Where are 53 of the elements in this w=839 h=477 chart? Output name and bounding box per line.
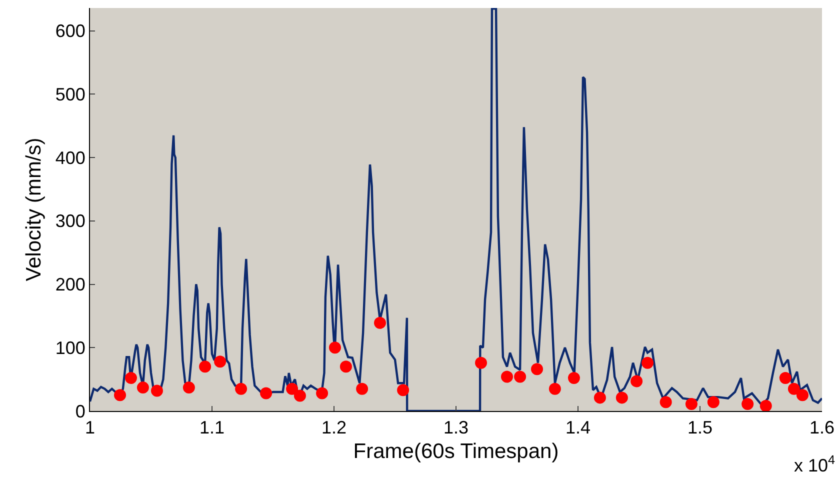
y-tick-label: 100 — [55, 338, 86, 358]
x-tick-label: 1.4 — [565, 418, 591, 438]
point — [150, 384, 163, 397]
point — [707, 396, 720, 408]
point — [475, 356, 488, 369]
x-tick-label: 1 — [84, 418, 96, 438]
point — [514, 370, 526, 383]
point — [136, 382, 149, 394]
x-tick-label: 1.2 — [321, 418, 347, 438]
point — [286, 382, 298, 395]
x-tick-label: 1.1 — [199, 418, 225, 438]
point — [742, 398, 754, 410]
point — [594, 392, 606, 404]
point — [531, 363, 544, 376]
text: x 10$^{4}$ — [794, 453, 836, 476]
point — [294, 390, 306, 402]
point — [788, 382, 800, 395]
point — [760, 400, 772, 412]
point — [779, 372, 792, 384]
point — [548, 382, 561, 395]
y-tick-label: 300 — [55, 211, 86, 232]
point — [182, 382, 195, 394]
y-tick-label: 0 — [75, 401, 86, 422]
line-series — [90, 8, 822, 411]
y-axis-title: Velocity (mm/s) — [22, 138, 46, 282]
point — [260, 387, 272, 400]
point — [124, 372, 137, 384]
point — [616, 392, 628, 404]
point — [374, 316, 386, 329]
x-tick-label: 1.6 — [809, 418, 835, 438]
point — [568, 372, 580, 384]
point — [642, 356, 654, 369]
x-tick-label: 1.3 — [443, 418, 469, 438]
y-tick-label: 500 — [55, 84, 86, 104]
point — [340, 360, 352, 373]
point — [796, 389, 808, 402]
point — [214, 356, 226, 368]
x-tick-label: 1.5 — [687, 418, 713, 438]
x-axis-title: Frame(60s Timespan) — [353, 440, 559, 463]
point — [114, 389, 126, 402]
point — [501, 370, 513, 383]
point — [316, 387, 328, 400]
point — [235, 382, 248, 395]
point — [630, 375, 643, 388]
point — [660, 396, 672, 408]
point — [199, 360, 212, 373]
point — [356, 382, 368, 395]
y-tick-label: 400 — [55, 148, 86, 168]
y-tick-label: 200 — [55, 274, 86, 295]
point — [397, 384, 410, 396]
point — [685, 398, 698, 410]
point — [328, 342, 341, 354]
y-tick-label: 600 — [55, 21, 86, 42]
